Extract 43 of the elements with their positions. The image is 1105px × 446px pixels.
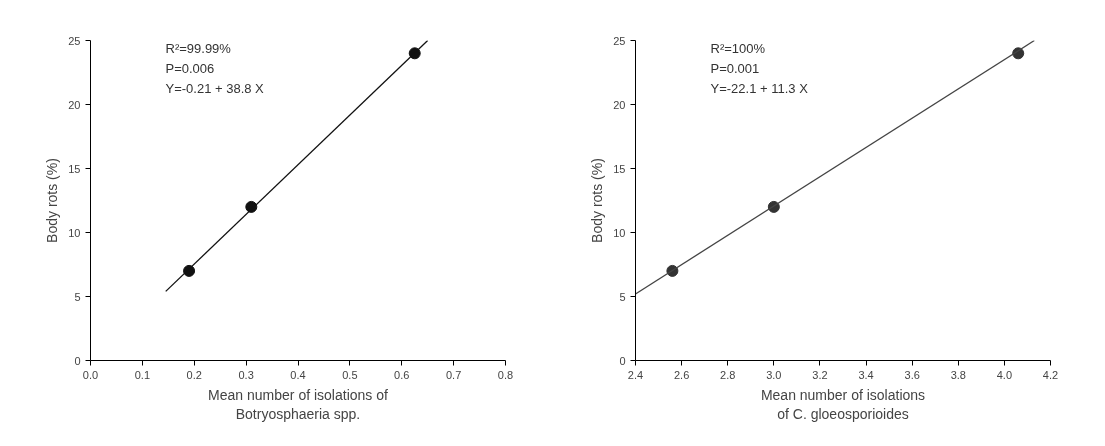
x-tick-label: 3.8 bbox=[950, 368, 966, 381]
point bbox=[183, 264, 196, 277]
x-tick-label: 3.6 bbox=[904, 368, 920, 381]
annotation: Y=-22.1 + 11.3 X bbox=[710, 80, 809, 96]
annotation: R²=99.99% bbox=[165, 40, 232, 56]
x-tick-label: 0.8 bbox=[497, 368, 514, 381]
x-tick-label: 0.0 bbox=[82, 368, 99, 381]
x-tick-label: 0.7 bbox=[445, 368, 462, 381]
y-tick-label: 25 bbox=[613, 34, 626, 47]
x-tick-label: 0.5 bbox=[342, 368, 358, 381]
y-tick-label: 5 bbox=[74, 290, 81, 303]
x-tick-label: 0.3 bbox=[238, 368, 254, 381]
y-tick-label: 0 bbox=[619, 354, 626, 367]
x-tick-label: 2.6 bbox=[673, 368, 690, 381]
x-tick-label: 2.8 bbox=[720, 368, 736, 381]
x-tick-label: 0.4 bbox=[290, 368, 306, 381]
x-tick-label: 0.6 bbox=[394, 368, 410, 381]
x-tick-label: 3.4 bbox=[858, 368, 874, 381]
y-tick-label: 20 bbox=[613, 98, 626, 111]
y-tick-label: 5 bbox=[619, 290, 626, 303]
x-tick-label: 2.4 bbox=[627, 368, 644, 381]
y-tick-label: 0 bbox=[74, 354, 81, 367]
x-tick-label: 3.2 bbox=[812, 368, 828, 381]
annotation: P=0.001 bbox=[710, 60, 760, 76]
y-tick-label: 15 bbox=[613, 162, 626, 175]
annotation: P=0.006 bbox=[165, 60, 215, 76]
x-tick-label: 0.2 bbox=[186, 368, 202, 381]
y-tick-label: 20 bbox=[68, 98, 81, 111]
x-axis-title: Mean number of isolations of Botryosphaeria spp. bbox=[208, 386, 388, 422]
point bbox=[245, 200, 258, 213]
y-axis-title: Body rots (%) bbox=[44, 158, 61, 243]
y-axis-title: Body rots (%) bbox=[589, 158, 606, 243]
x-tick-label: 4.2 bbox=[1042, 368, 1059, 381]
annotation: Y=-0.21 + 38.8 X bbox=[165, 80, 265, 96]
x-tick-label: 4.0 bbox=[996, 368, 1013, 381]
y-tick-label: 10 bbox=[613, 226, 626, 239]
x-tick-label: 3.0 bbox=[766, 368, 782, 381]
y-tick-label: 10 bbox=[68, 226, 81, 239]
annotation: R²=100% bbox=[710, 40, 766, 56]
x-tick-label: 0.1 bbox=[134, 368, 151, 381]
y-tick-label: 15 bbox=[68, 162, 81, 175]
x-axis-title: Mean number of isolations of C. gloeosporioides bbox=[760, 386, 926, 422]
y-tick-label: 25 bbox=[68, 34, 81, 47]
